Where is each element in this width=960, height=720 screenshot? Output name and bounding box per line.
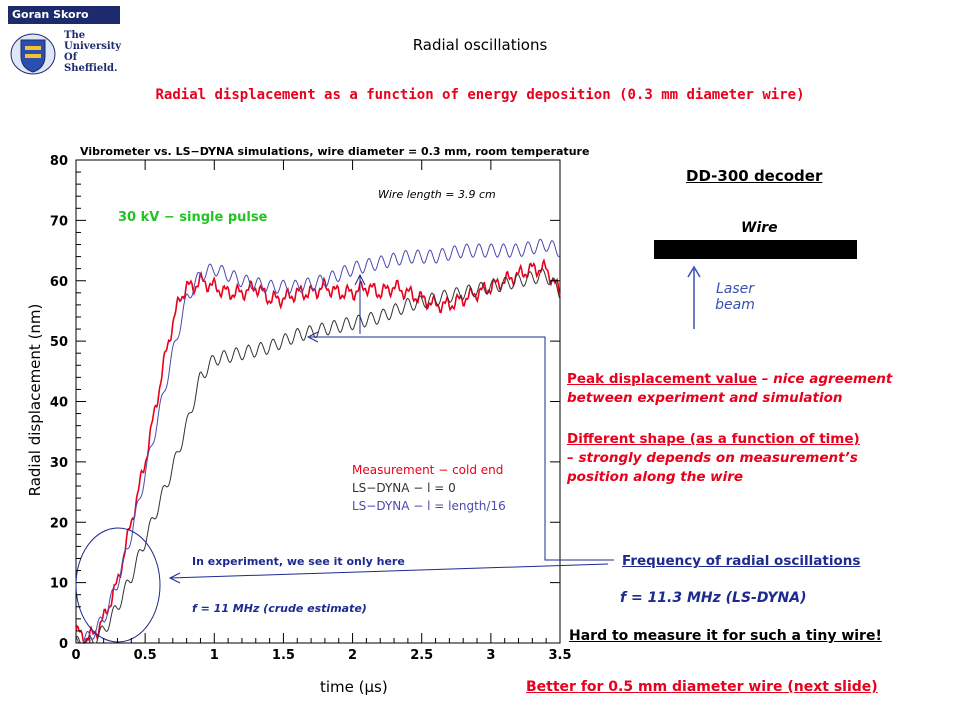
y-tick-label: 20	[50, 516, 68, 531]
peak-heading: Peak displacement value	[567, 371, 758, 387]
x-tick-label: 2	[348, 648, 357, 663]
legend-entry: Measurement − cold end	[352, 463, 503, 477]
y-tick-label: 40	[50, 396, 68, 411]
crest-icon	[10, 33, 56, 75]
series-line	[75, 238, 561, 644]
x-axis-label: time (μs)	[320, 678, 388, 696]
author-badge: Goran Skoro	[8, 6, 120, 24]
page-subtitle: Radial displacement as a function of ene…	[155, 87, 805, 103]
frequency-heading: Frequency of radial oscillations	[622, 553, 861, 569]
experiment-annotation: In experiment, we see it only here	[192, 555, 405, 568]
chart-title: Vibrometer vs. LS−DYNA simulations, wire…	[80, 145, 589, 158]
x-tick-label: 3.5	[548, 648, 571, 663]
pointer-arrowhead	[168, 572, 181, 584]
x-tick-label: 3	[486, 648, 495, 663]
next-slide-note: Better for 0.5 mm diameter wire (next sl…	[526, 679, 878, 695]
x-tick-label: 1.5	[272, 648, 295, 663]
y-tick-label: 50	[50, 335, 68, 350]
laser-label: Laser beam	[715, 281, 755, 313]
crude-estimate-annotation: f = 11 MHz (crude estimate)	[192, 602, 367, 615]
x-tick-label: 0	[71, 648, 80, 663]
y-tick-label: 10	[50, 577, 68, 592]
y-tick-label: 70	[50, 214, 68, 229]
university-logo: Goran Skoro The University Of Sheffield.	[8, 6, 126, 76]
pulse-annotation: 30 kV − single pulse	[118, 210, 268, 225]
series-line	[75, 258, 561, 644]
y-tick-label: 60	[50, 275, 68, 290]
legend-entry: LS−DYNA − l = 0	[352, 481, 456, 495]
university-name: The University Of Sheffield.	[64, 30, 122, 74]
wire-length-annotation: Wire length = 3.9 cm	[378, 188, 496, 201]
y-axis-label: Radial displacement (nm)	[26, 304, 44, 497]
frequency-value: f = 11.3 MHz (LS-DYNA)	[620, 590, 807, 606]
x-tick-label: 0.5	[134, 648, 157, 663]
x-tick-label: 2.5	[410, 648, 433, 663]
laser-arrow-icon	[687, 265, 701, 329]
frequency-arrowhead	[306, 331, 319, 343]
y-tick-label: 30	[50, 456, 68, 471]
frequency-pointer	[310, 336, 614, 561]
peak-note: Peak displacement value – nice agreement…	[567, 371, 893, 406]
decoder-label: DD-300 decoder	[686, 167, 823, 185]
plot-frame	[75, 159, 561, 644]
x-tick-label: 1	[210, 648, 219, 663]
y-tick-label: 80	[50, 154, 68, 169]
legend-entry: LS−DYNA − l = length/16	[352, 499, 506, 513]
wire-bar	[654, 240, 857, 259]
pointer-line	[169, 563, 609, 579]
hard-to-measure-note: Hard to measure it for such a tiny wire!	[569, 628, 882, 644]
displacement-chart: 0 0.5 1 1.5 2 2.5 3 3.5 0 10 20 30 40 50 60 70 80 Vibrome…	[26, 145, 614, 696]
series-line	[75, 268, 561, 644]
peak-arrowhead	[354, 273, 366, 286]
highlight-ellipse	[75, 527, 161, 643]
y-tick-label: 0	[59, 637, 68, 652]
shape-note: Different shape (as a function of time) …	[567, 431, 860, 485]
wire-label: Wire	[741, 220, 778, 236]
page-title: Radial oscillations	[412, 36, 548, 54]
